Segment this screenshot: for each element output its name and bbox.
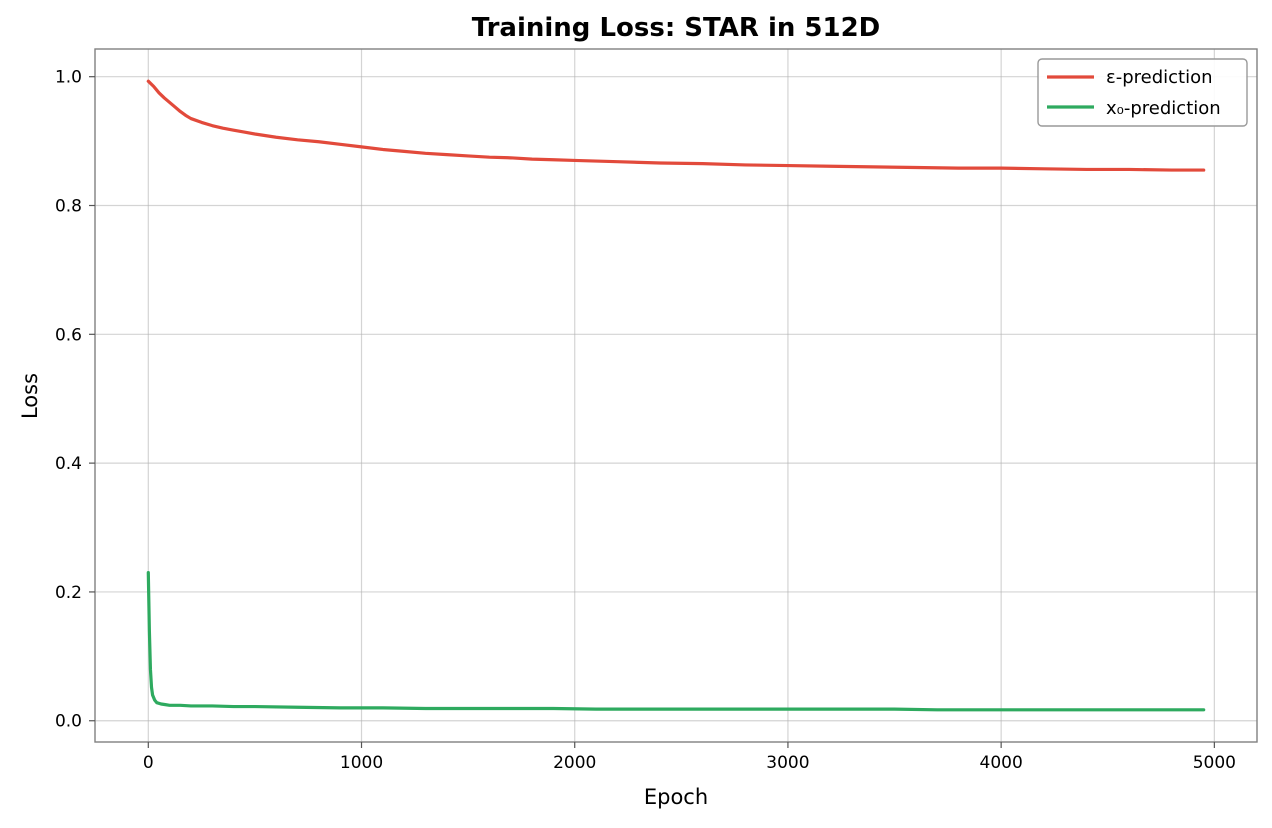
legend: ε-prediction x₀-prediction: [1037, 58, 1248, 127]
x-axis-label: Epoch: [644, 785, 708, 809]
x-tick-label: 3000: [766, 753, 809, 773]
y-tick-label: 0.8: [55, 197, 82, 217]
y-tick-label: 0.6: [55, 325, 82, 345]
legend-label-eps: ε-prediction: [1106, 67, 1213, 88]
x-tick-label: 2000: [553, 753, 596, 773]
legend-label-x0: x₀-prediction: [1106, 98, 1221, 119]
x-tick-label: 0: [143, 753, 154, 773]
x0-prediction-line: [146, 571, 1206, 712]
y-axis-label: Loss: [18, 373, 42, 419]
series-layer: [146, 79, 1206, 712]
chart-title: Training Loss: STAR in 512D: [472, 13, 881, 43]
x-tick-label: 5000: [1193, 753, 1236, 773]
x-tick-label: 4000: [980, 753, 1023, 773]
y-tick-label: 1.0: [55, 68, 82, 88]
eps-prediction-line: [146, 79, 1206, 172]
y-tick-label: 0.0: [55, 712, 82, 732]
x-tick-label: 1000: [340, 753, 383, 773]
y-tick-label: 0.4: [55, 454, 82, 474]
y-tick-label: 0.2: [55, 583, 82, 603]
plot-frame: [94, 48, 1258, 743]
grid-layer: [95, 49, 1257, 742]
tick-layer: 0 1000 2000 3000 4000 5000 0.0 0.2 0.4 0.6 0.8 1.0: [55, 68, 1236, 773]
